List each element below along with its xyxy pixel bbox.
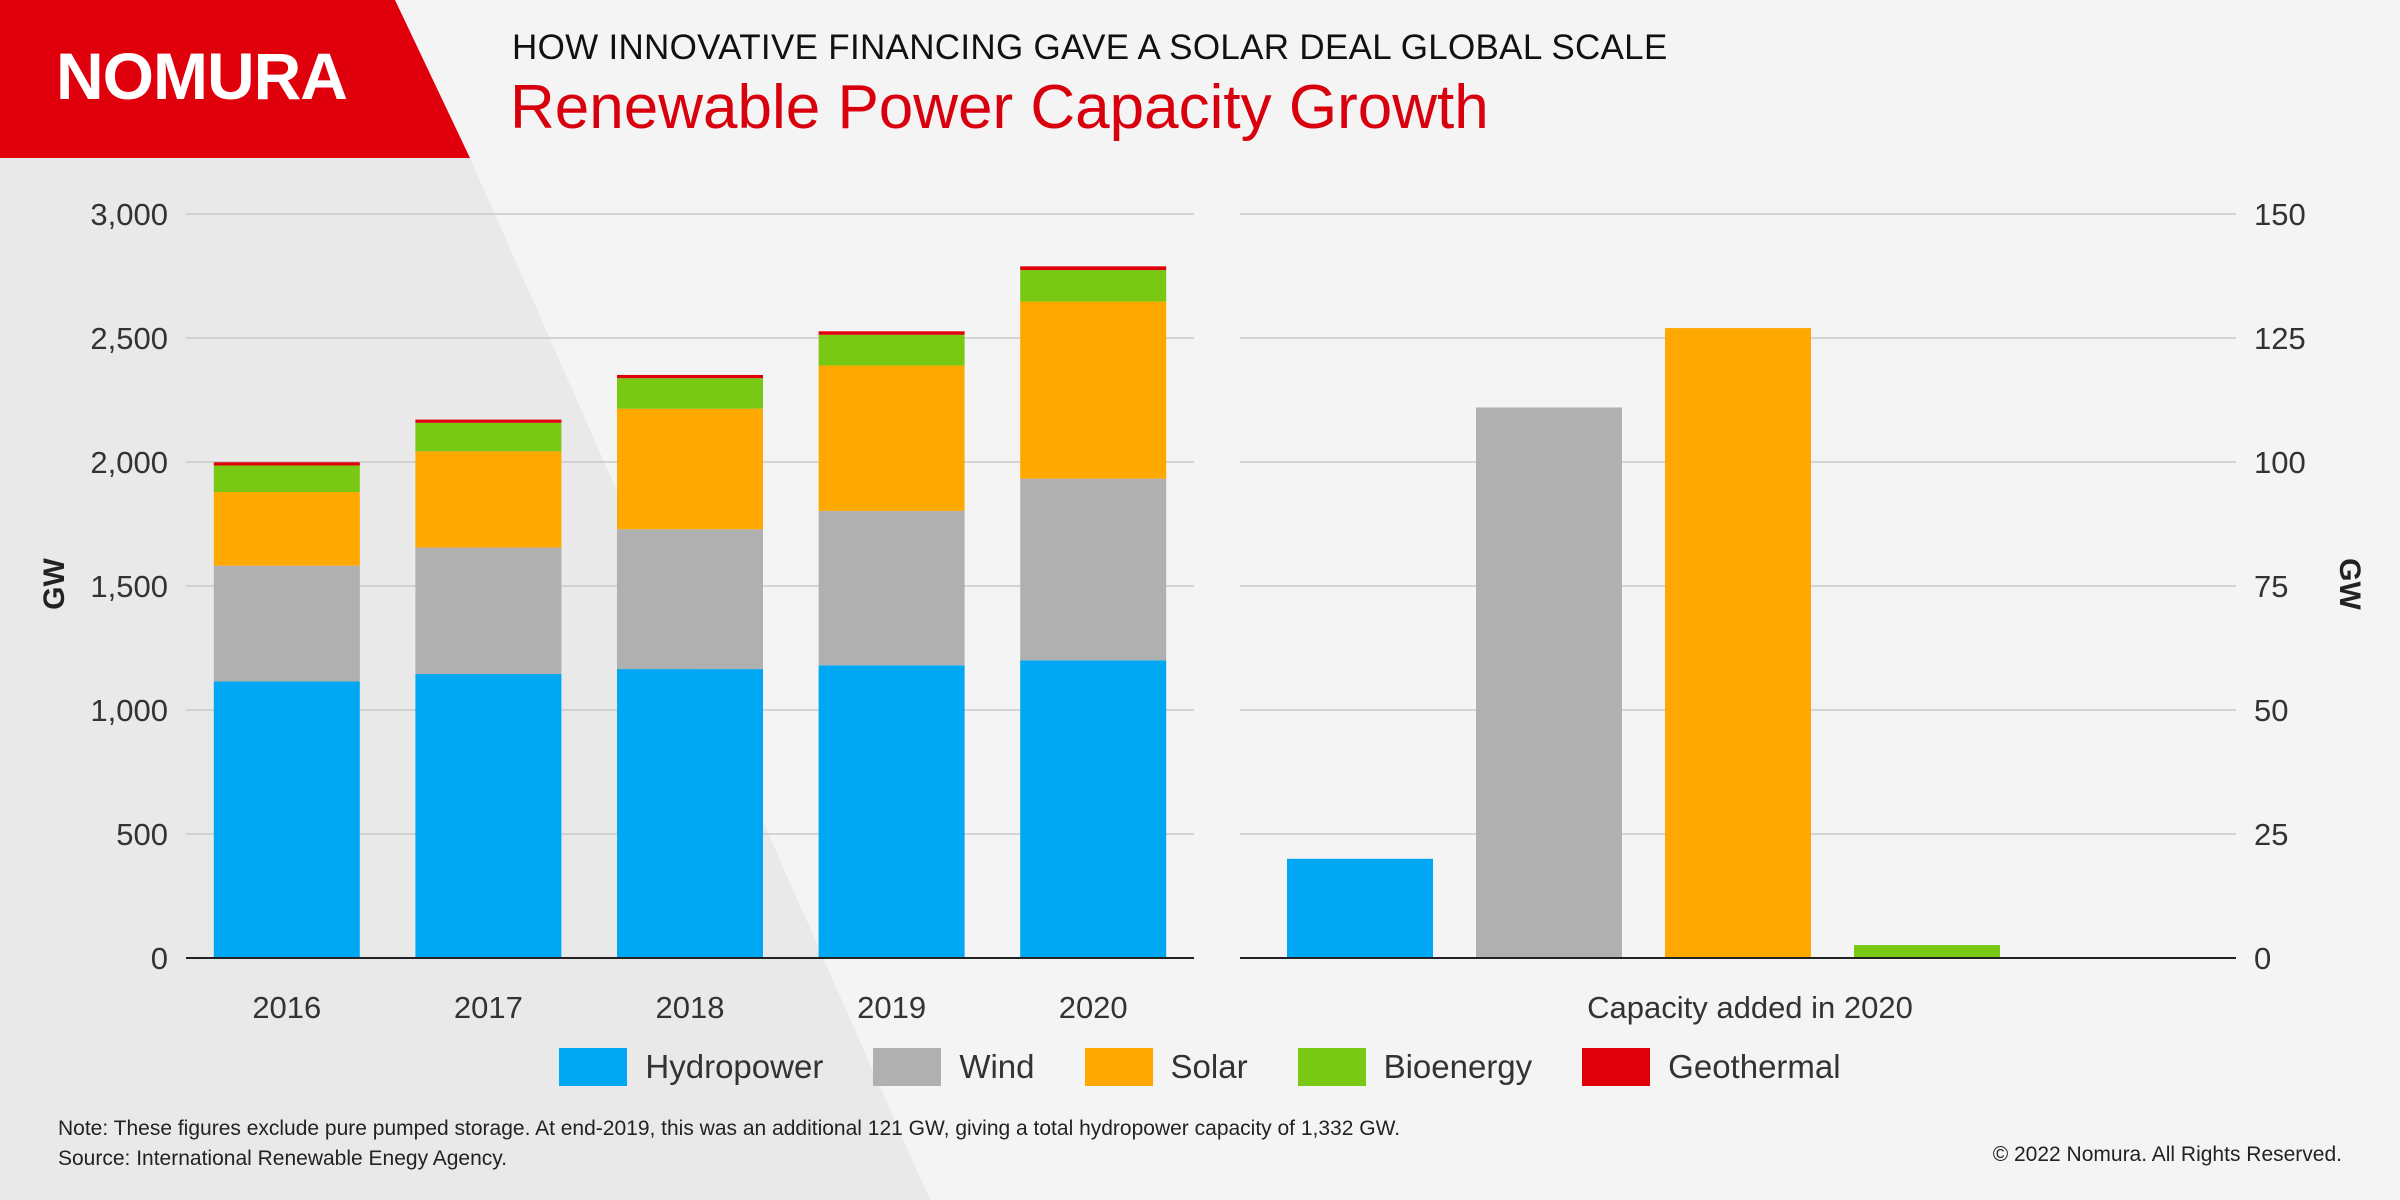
y-tick-label: 500 (116, 817, 168, 852)
copyright: © 2022 Nomura. All Rights Reserved. (1992, 1143, 2342, 1166)
bar-bioenergy-2016 (213, 465, 360, 493)
bar-hydropower-2020 (1020, 660, 1167, 958)
nomura-logo: NOMURA (56, 39, 348, 113)
legend-label: Hydropower (645, 1048, 824, 1085)
bar-wind-2018 (617, 529, 763, 670)
bar-geothermal-2019 (818, 331, 965, 335)
legend-swatch (1297, 1048, 1366, 1086)
y-tick-label: 0 (151, 941, 168, 976)
y-tick-label: 0 (2254, 941, 2271, 976)
bar-solar-2017 (415, 451, 562, 548)
stacked-capacity-chart: 0 500 1,000 1,500 2,000 2,500 3,000 GW 2016 2017 2… (38, 197, 1194, 1025)
bar-geothermal-2018 (617, 374, 763, 379)
y-tick-label: 75 (2254, 569, 2288, 604)
legend-swatch (1084, 1048, 1153, 1086)
bar-solar-2019 (818, 365, 965, 511)
y-tick-label: 25 (2254, 817, 2288, 852)
bar-bioenergy-2020 (1020, 270, 1167, 302)
footnote-note: Note: These figures exclude pure pumped … (58, 1117, 1401, 1140)
bar-wind-2019 (818, 510, 965, 666)
footnote-source: Source: International Renewable Enegy Ag… (58, 1147, 508, 1170)
bar-hydropower-2016 (213, 681, 360, 958)
y-axis-label: GW (38, 557, 71, 609)
legend-label: Bioenergy (1383, 1048, 1533, 1085)
bar-solar-2018 (617, 408, 763, 530)
legend-item-bioenergy: Bioenergy (1297, 1048, 1533, 1086)
y-axis-label: GW (2333, 558, 2366, 610)
bar-added-solar (1665, 328, 1811, 959)
y-tick-label: 1,000 (90, 693, 168, 728)
x-tick-label: 2017 (454, 990, 523, 1025)
capacity-added-chart: 0 25 50 75 100 125 150 GW Capacity added in 2020 (1240, 197, 2366, 1025)
chart-legend: Hydropower Wind Solar Bioenergy Geothermal (0, 1046, 2400, 1088)
y-tick-label: 150 (2254, 197, 2306, 232)
legend-item-wind: Wind (873, 1048, 1035, 1086)
header-kicker: HOW INNOVATIVE FINANCING GAVE A SOLAR DE… (512, 28, 1668, 67)
x-axis-label: Capacity added in 2020 (1587, 990, 1913, 1025)
legend-label: Geothermal (1668, 1048, 1841, 1085)
x-tick-label: 2019 (857, 990, 926, 1025)
bar-bioenergy-2017 (415, 422, 562, 452)
legend-item-hydropower: Hydropower (559, 1048, 823, 1086)
legend-label: Solar (1170, 1048, 1248, 1085)
legend-swatch (873, 1048, 942, 1086)
bar-added-wind (1476, 407, 1622, 958)
x-tick-label: 2016 (252, 990, 321, 1025)
bar-hydropower-2018 (617, 669, 763, 958)
bar-wind-2017 (415, 547, 562, 675)
y-tick-label: 125 (2254, 321, 2306, 356)
bar-bioenergy-2018 (617, 378, 763, 409)
y-tick-label: 50 (2254, 693, 2288, 728)
legend-swatch (559, 1048, 628, 1086)
y-tick-label: 2,500 (90, 321, 168, 356)
bar-wind-2016 (213, 565, 360, 682)
bar-hydropower-2019 (818, 665, 965, 958)
y-tick-label: 2,000 (90, 445, 168, 480)
y-tick-label: 100 (2254, 445, 2306, 480)
footnote: Note: These figures exclude pure pumped … (58, 1114, 1400, 1174)
bar-geothermal-2016 (213, 462, 360, 466)
y-tick-label: 3,000 (90, 197, 168, 232)
bar-hydropower-2017 (415, 674, 562, 958)
x-tick-label: 2018 (656, 990, 725, 1025)
legend-item-geothermal: Geothermal (1582, 1048, 1841, 1086)
bar-geothermal-2020 (1020, 266, 1167, 271)
y-tick-label: 1,500 (90, 569, 168, 604)
legend-item-solar: Solar (1084, 1048, 1248, 1086)
bar-geothermal-2017 (415, 419, 562, 423)
bar-solar-2020 (1020, 301, 1167, 479)
page-title: Renewable Power Capacity Growth (510, 73, 1489, 142)
legend-label: Wind (959, 1048, 1035, 1085)
bar-added-bioenergy (1854, 945, 2000, 958)
legend-swatch (1582, 1048, 1651, 1086)
bar-solar-2016 (213, 492, 360, 566)
bar-added-hydropower (1287, 858, 1433, 958)
brand-logo-panel: NOMURA (0, 0, 470, 158)
bar-wind-2020 (1020, 478, 1167, 661)
x-tick-label: 2020 (1059, 990, 1128, 1025)
bar-bioenergy-2019 (818, 334, 965, 366)
